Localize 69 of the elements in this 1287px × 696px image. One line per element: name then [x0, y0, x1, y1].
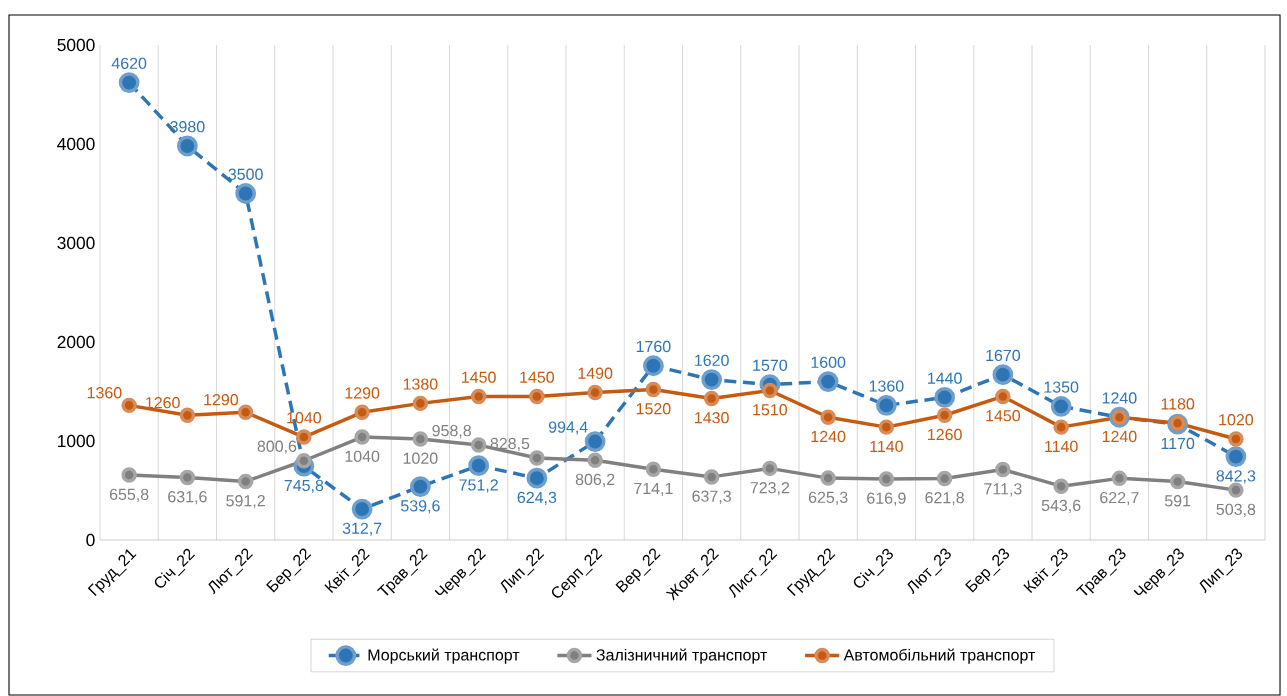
- data-label: 842,3: [1216, 470, 1256, 484]
- data-label: 1040: [345, 450, 380, 462]
- data-label: 655,8: [109, 488, 149, 502]
- legend-label: Морський транспорт: [368, 648, 520, 664]
- data-label: 1620: [695, 354, 729, 367]
- data-label: 1290: [345, 387, 380, 399]
- data-label: 994,4: [548, 421, 588, 435]
- data-label: 616,9: [867, 492, 906, 506]
- data-label: 1180: [1161, 398, 1195, 410]
- data-label: 1490: [578, 367, 613, 379]
- data-label: 1440: [928, 372, 962, 384]
- data-label: 591,2: [226, 495, 265, 509]
- data-label: 1040: [287, 412, 322, 424]
- data-label: 1760: [636, 340, 671, 353]
- data-label: 1570: [753, 359, 788, 371]
- data-label: 1020: [403, 452, 438, 464]
- data-label: 503,8: [1216, 503, 1256, 517]
- data-label: 1170: [1161, 437, 1195, 450]
- data-label: 723,2: [750, 482, 790, 496]
- y-tick-label: 4000: [57, 137, 95, 151]
- data-label: 637,3: [692, 490, 731, 504]
- y-tick-label: 2000: [57, 335, 95, 349]
- data-label: 543,6: [1041, 499, 1081, 513]
- data-label: 1020: [1219, 414, 1254, 426]
- data-label: 1140: [870, 440, 903, 453]
- data-label: 751,2: [459, 479, 498, 493]
- data-label: 806,2: [575, 473, 615, 488]
- data-label: 711,3: [984, 483, 1022, 497]
- data-label: 1430: [695, 412, 729, 424]
- data-label: 714,1: [634, 482, 673, 496]
- data-label: 539,6: [401, 500, 440, 514]
- data-label: 1260: [146, 397, 180, 409]
- data-label: 624,3: [517, 491, 557, 506]
- data-label: 800,6: [257, 440, 297, 454]
- data-label: 958,8: [432, 424, 471, 439]
- y-tick-label: 5000: [57, 38, 95, 52]
- legend-label: Залізничний транспорт: [596, 648, 768, 664]
- data-label: 625,3: [808, 491, 848, 505]
- data-label: 828,5: [490, 437, 530, 452]
- data-label: 1450: [462, 371, 496, 383]
- data-label: 4620: [111, 57, 147, 70]
- data-label: 1520: [636, 403, 671, 415]
- legend-label: Автомобільний транспорт: [843, 648, 1036, 664]
- data-label: 1240: [1102, 430, 1137, 443]
- data-label: 1260: [928, 428, 962, 441]
- data-label: 1140: [1045, 440, 1078, 453]
- data-label: 1600: [811, 356, 846, 368]
- data-label: 1350: [1044, 381, 1079, 393]
- data-label: 1360: [87, 387, 122, 399]
- data-label: 1240: [811, 430, 846, 443]
- data-label: 3500: [228, 168, 263, 180]
- data-label: 312,7: [342, 522, 382, 536]
- data-label: 3980: [170, 121, 205, 133]
- data-label: 631,6: [168, 491, 207, 505]
- data-label: 1380: [403, 378, 438, 390]
- data-label: 1670: [986, 349, 1021, 362]
- data-label: 1360: [869, 380, 904, 392]
- data-label: 1510: [753, 404, 788, 416]
- data-label: 1450: [986, 410, 1021, 422]
- y-tick-label: 1000: [58, 434, 95, 448]
- data-label: 591: [1164, 495, 1191, 507]
- data-label: 1450: [520, 371, 555, 383]
- data-label: 745,8: [284, 479, 324, 493]
- data-label: 1240: [1102, 392, 1137, 404]
- y-tick-label: 3000: [57, 236, 95, 250]
- data-label: 622,7: [1100, 491, 1139, 506]
- data-label: 621,8: [925, 492, 964, 506]
- data-label: 1290: [204, 394, 239, 406]
- y-tick-label: 0: [86, 533, 95, 547]
